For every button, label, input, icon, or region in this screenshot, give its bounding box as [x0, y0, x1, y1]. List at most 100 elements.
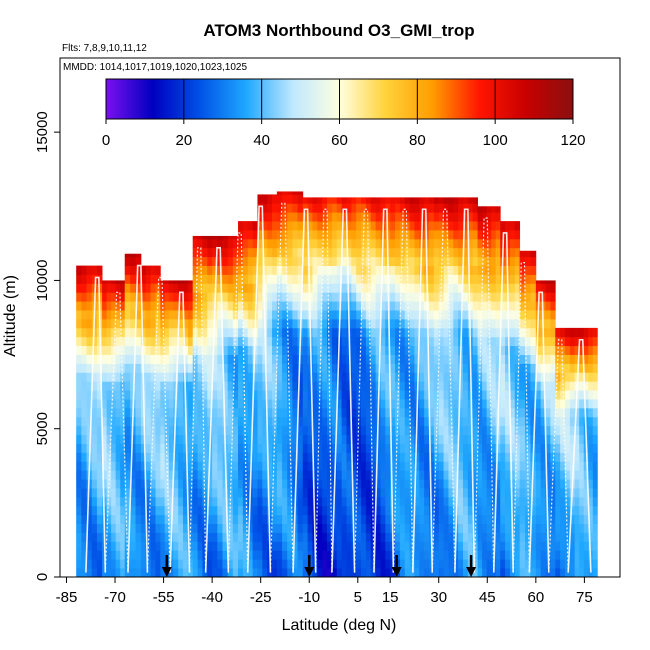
heatmap-cell: [197, 345, 203, 355]
heatmap-cell: [370, 496, 377, 507]
heatmap-cell: [106, 407, 112, 418]
heatmap-cell: [212, 461, 218, 471]
heatmap-cell: [346, 568, 352, 577]
heatmap-cell: [467, 399, 474, 409]
heatmap-cell: [106, 336, 112, 347]
heatmap-cell: [574, 505, 580, 516]
heatmap-cell: [495, 345, 501, 355]
heatmap-cell: [327, 532, 333, 542]
heatmap-cell: [106, 443, 112, 453]
heatmap-cell: [282, 461, 288, 471]
heatmap-cell: [178, 452, 184, 462]
heatmap-cell: [336, 443, 343, 453]
heatmap-cell: [380, 559, 386, 569]
heatmap-cell: [356, 197, 362, 204]
heatmap-cell: [76, 470, 82, 480]
heatmap-cell: [140, 541, 147, 551]
heatmap-cell: [477, 301, 483, 311]
heatmap-cell: [124, 452, 131, 462]
heatmap-cell: [145, 354, 152, 364]
heatmap-cell: [361, 532, 367, 542]
heatmap-cell: [115, 283, 121, 293]
heatmap-cell: [96, 505, 103, 516]
heatmap-cell: [409, 568, 415, 577]
heatmap-cell: [540, 452, 546, 462]
heatmap-cell: [519, 407, 526, 418]
heatmap-cell: [238, 523, 244, 533]
heatmap-cell: [588, 425, 594, 436]
heatmap-cell: [574, 541, 580, 551]
heatmap-cell: [380, 416, 386, 427]
heatmap-cell: [155, 363, 161, 373]
x-tick-label: 5: [354, 589, 362, 606]
heatmap-cell: [346, 399, 352, 409]
heatmap-cell: [495, 452, 501, 462]
heatmap-cell: [519, 250, 526, 258]
heatmap-cell: [477, 206, 483, 213]
heatmap-cell: [276, 452, 283, 462]
heatmap-cell: [187, 425, 194, 436]
heatmap-cell: [232, 452, 239, 462]
heatmap-cell: [424, 559, 430, 569]
heatmap-cell: [183, 443, 189, 453]
heatmap-cell: [238, 541, 244, 551]
heatmap-cell: [458, 247, 464, 258]
heatmap-cell: [130, 541, 136, 551]
heatmap-cell: [135, 301, 142, 311]
heatmap-cell: [145, 327, 152, 338]
heatmap-cell: [514, 274, 521, 284]
heatmap-cell: [530, 318, 537, 329]
heatmap-cell: [495, 568, 501, 577]
heatmap-cell: [106, 399, 112, 409]
heatmap-cell: [247, 310, 254, 320]
heatmap-cell: [545, 283, 551, 293]
heatmap-cell: [453, 479, 459, 489]
heatmap-cell: [282, 318, 288, 329]
heatmap-cell: [385, 310, 391, 320]
heatmap-cell: [540, 532, 546, 542]
heatmap-cell: [242, 399, 249, 409]
heatmap-cell: [569, 390, 576, 400]
heatmap-cell: [579, 363, 585, 373]
heatmap-cell: [505, 479, 511, 489]
heatmap-cell: [519, 336, 526, 347]
heatmap-cell: [550, 559, 556, 569]
heatmap-cell: [472, 407, 478, 418]
heatmap-cell: [530, 310, 537, 320]
heatmap-cell: [297, 301, 304, 311]
heatmap-cell: [341, 256, 347, 266]
heatmap-cell: [135, 318, 142, 329]
heatmap-cell: [395, 256, 401, 266]
heatmap-cell: [500, 470, 506, 480]
heatmap-cell: [433, 230, 440, 240]
heatmap-cell: [124, 274, 131, 284]
heatmap-cell: [227, 310, 234, 320]
heatmap-cell: [287, 256, 293, 266]
heatmap-cell: [453, 301, 459, 311]
heatmap-cell: [574, 532, 580, 542]
heatmap-cell: [76, 336, 82, 347]
heatmap-cell: [145, 407, 152, 418]
heatmap-cell: [217, 559, 223, 569]
heatmap-cell: [302, 505, 309, 516]
heatmap-cell: [212, 452, 218, 462]
heatmap-cell: [514, 416, 521, 427]
heatmap-cell: [429, 292, 435, 302]
heatmap-cell: [467, 301, 474, 311]
heatmap-cell: [336, 505, 343, 516]
heatmap-cell: [419, 407, 425, 418]
heatmap-cell: [409, 212, 415, 222]
heatmap-cell: [356, 523, 362, 533]
heatmap-cell: [282, 212, 288, 222]
heatmap-cell: [550, 292, 556, 302]
heatmap-cell: [160, 301, 166, 311]
heatmap-cell: [472, 461, 478, 471]
heatmap-cell: [491, 479, 497, 489]
heatmap-cell: [583, 505, 589, 516]
heatmap-cell: [257, 470, 263, 480]
flight-profile-line: [292, 208, 317, 573]
heatmap-cell: [183, 354, 189, 364]
heatmap-cell: [414, 327, 420, 338]
heatmap-cell: [247, 238, 254, 249]
heatmap-cell: [312, 336, 318, 347]
